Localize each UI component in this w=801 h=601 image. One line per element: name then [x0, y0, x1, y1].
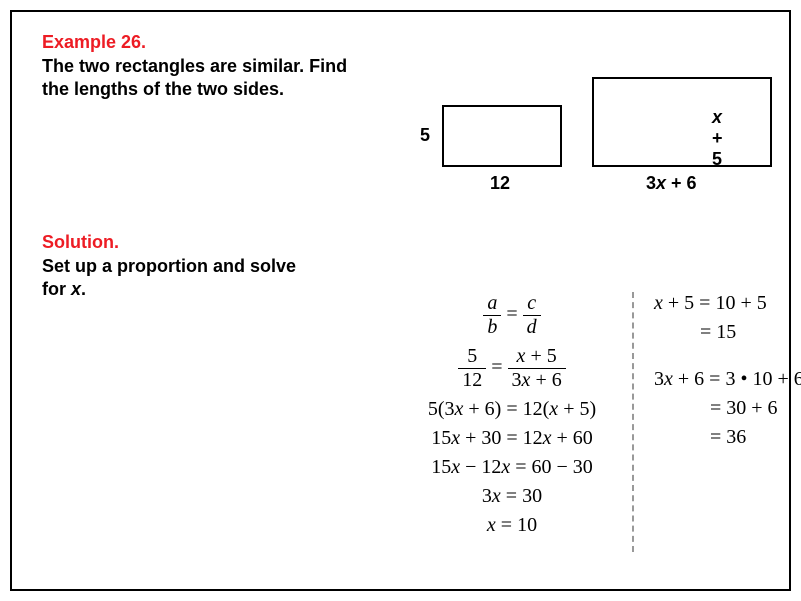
eq-l1: ab = cd [412, 292, 612, 339]
rect2-height-label: x + 5 [712, 107, 723, 170]
l6-post: = 30 [501, 485, 542, 507]
rect2-width-rest: + 6 [666, 173, 697, 193]
l4-x2: x [543, 427, 552, 449]
l7-post: = 10 [496, 514, 537, 536]
rectangle-1 [442, 105, 562, 167]
rect2-width-coeff: 3 [646, 173, 656, 193]
l1-c: c [523, 292, 541, 316]
work-column-right: x + 5 = 10 + 5 = 15 3x + 6 = 3 • 10 + 6 … [654, 292, 801, 552]
l5-x2: x [501, 456, 510, 478]
l6-c: 3 [482, 485, 492, 507]
l2-den1: 12 [458, 369, 486, 392]
l2-num1: 5 [458, 345, 486, 369]
eq-l2: 512 = x + 5 3x + 6 [412, 345, 612, 392]
rect2-height-var: x [712, 107, 722, 127]
l1-b: b [483, 316, 501, 339]
r1-x: x [654, 292, 663, 314]
l1-d: d [523, 316, 541, 339]
solution-line2-var: x [71, 279, 81, 299]
l3-post: + 5) [558, 398, 596, 420]
r3-rest: + 6 = 3 • 10 + 6 [673, 368, 801, 390]
solution-line2-b: . [81, 279, 86, 299]
l5-x1: x [451, 456, 460, 478]
l5-mid: − 12 [460, 456, 501, 478]
l1-a: a [483, 292, 501, 316]
eq-r1: x + 5 = 10 + 5 [654, 292, 801, 315]
l4-mid: + 30 = 12 [460, 427, 543, 449]
solution-line2-a: for [42, 279, 71, 299]
page-border: Example 26. The two rectangles are simil… [10, 10, 791, 591]
r3-x: x [664, 368, 673, 390]
rect2-width-var: x [656, 173, 666, 193]
rect2-width-label: 3x + 6 [646, 173, 697, 194]
eq-r5: = 36 [654, 426, 801, 449]
eq-l7: x = 10 [412, 514, 612, 537]
work-area: ab = cd 512 = x + 5 3x + 6 5(3 x + 6) = 1… [412, 292, 801, 552]
problem-line2: the lengths of the two sides. [42, 79, 284, 99]
problem-line1: The two rectangles are similar. Find [42, 56, 347, 76]
l4-x1: x [451, 427, 460, 449]
eq-l6: 3x = 30 [412, 485, 612, 508]
l2-den2r: + 6 [530, 369, 561, 391]
l2-den2c: 3 [512, 369, 522, 391]
l4-post: + 60 [552, 427, 593, 449]
l3-pre: 5(3 [428, 398, 455, 420]
eq-l5: 15x − 12x = 60 − 30 [412, 456, 612, 479]
l3-x2: x [549, 398, 558, 420]
eq-l4: 15x + 30 = 12x + 60 [412, 427, 612, 450]
rect1-width-label: 12 [490, 173, 510, 194]
example-title: Example 26. [42, 32, 759, 53]
rect2-height-rest: + 5 [712, 128, 723, 169]
eq-r2: = 15 [654, 321, 801, 344]
rect1-height-label: 5 [420, 125, 430, 146]
l3-mid: + 6) = 12( [463, 398, 549, 420]
column-divider [632, 292, 634, 552]
eq-r3: 3x + 6 = 3 • 10 + 6 [654, 368, 801, 391]
r1-rest: + 5 = 10 + 5 [663, 292, 767, 314]
l5-c1: 15 [431, 456, 451, 478]
l6-x: x [492, 485, 501, 507]
problem-text: The two rectangles are similar. Find the… [42, 55, 382, 102]
eq-r4: = 30 + 6 [654, 397, 801, 420]
solution-line1: Set up a proportion and solve [42, 256, 296, 276]
l5-post: = 60 − 30 [510, 456, 593, 478]
l2-num2r: + 5 [525, 345, 556, 367]
work-column-left: ab = cd 512 = x + 5 3x + 6 5(3 x + 6) = 1… [412, 292, 612, 552]
r3-c: 3 [654, 368, 664, 390]
eq-l3: 5(3x + 6) = 12(x + 5) [412, 398, 612, 421]
rectangle-2 [592, 77, 772, 167]
l7-x: x [487, 514, 496, 536]
l4-c1: 15 [431, 427, 451, 449]
solution-title: Solution. [42, 232, 759, 253]
